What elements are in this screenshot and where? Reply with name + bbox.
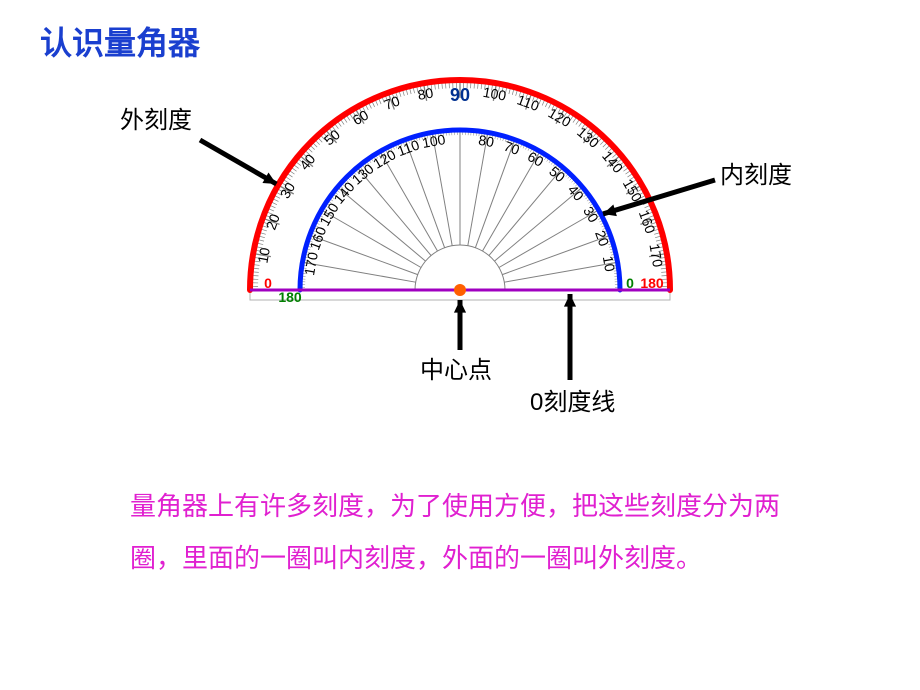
svg-text:90: 90 (450, 85, 470, 105)
svg-text:180: 180 (278, 289, 302, 305)
svg-text:10: 10 (254, 246, 272, 264)
label-zero: 0刻度线 (530, 382, 615, 417)
label-center: 中心点 (420, 350, 492, 385)
svg-text:80: 80 (477, 132, 495, 150)
label-inner: 内刻度 (720, 155, 792, 190)
description-text: 量角器上有许多刻度，为了使用方便，把这些刻度分为两圈，里面的一圈叫内刻度，外面的… (130, 480, 810, 584)
svg-text:0: 0 (264, 275, 272, 291)
svg-text:10: 10 (600, 255, 618, 273)
svg-text:0: 0 (626, 275, 634, 291)
label-outer: 外刻度 (120, 100, 192, 135)
svg-text:80: 80 (416, 84, 434, 102)
svg-text:180: 180 (640, 275, 664, 291)
